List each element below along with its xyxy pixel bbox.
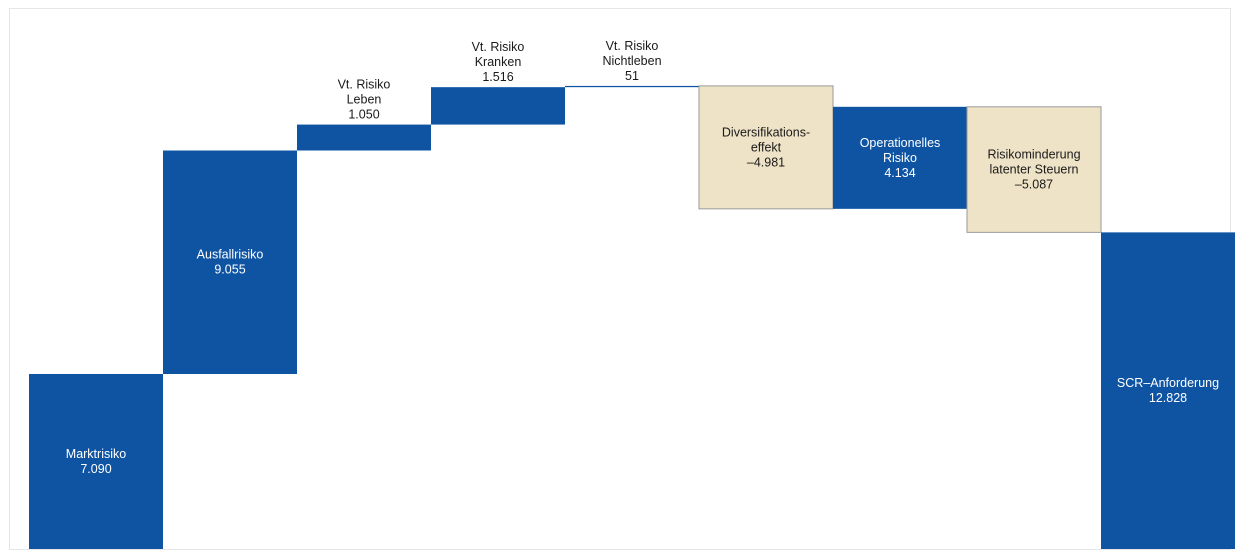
category-label-2: Vt. Risiko <box>338 78 391 92</box>
bar-0 <box>29 374 163 549</box>
category-label-4: Nichtleben <box>602 54 661 68</box>
category-label-5: Diversifikations- <box>722 125 810 139</box>
category-label-7: latenter Steuern <box>990 163 1079 177</box>
category-label-3: Kranken <box>475 55 522 69</box>
category-label-4: Vt. Risiko <box>606 39 659 53</box>
data-label-3: 1.516 <box>482 70 513 84</box>
category-label-6: Risiko <box>883 151 917 165</box>
data-label-6: 4.134 <box>884 166 915 180</box>
category-label-7: Risikominderung <box>987 148 1080 162</box>
bar-5 <box>698 85 834 210</box>
category-label-5: effekt <box>751 140 782 154</box>
data-label-8: 12.828 <box>1149 391 1187 405</box>
data-label-5: –4.981 <box>747 155 785 169</box>
data-label-1: 9.055 <box>214 263 245 277</box>
category-label-3: Vt. Risiko <box>472 40 525 54</box>
data-label-2: 1.050 <box>348 108 379 122</box>
data-label-7: –5.087 <box>1015 178 1053 192</box>
data-label-4: 51 <box>625 69 639 83</box>
category-label-0: Marktrisiko <box>66 447 126 461</box>
bar-2 <box>297 124 431 151</box>
category-label-6: Operationelles <box>860 136 941 150</box>
bar-8 <box>1101 232 1235 549</box>
bar-1 <box>163 150 297 374</box>
data-label-0: 7.090 <box>80 462 111 476</box>
bar-4 <box>565 85 699 88</box>
bar-7 <box>966 106 1102 233</box>
category-label-2: Leben <box>347 93 382 107</box>
bar-6 <box>833 106 967 209</box>
category-label-8: SCR–Anforderung <box>1117 376 1219 390</box>
category-label-1: Ausfallrisiko <box>197 248 264 262</box>
bar-3 <box>431 87 565 125</box>
